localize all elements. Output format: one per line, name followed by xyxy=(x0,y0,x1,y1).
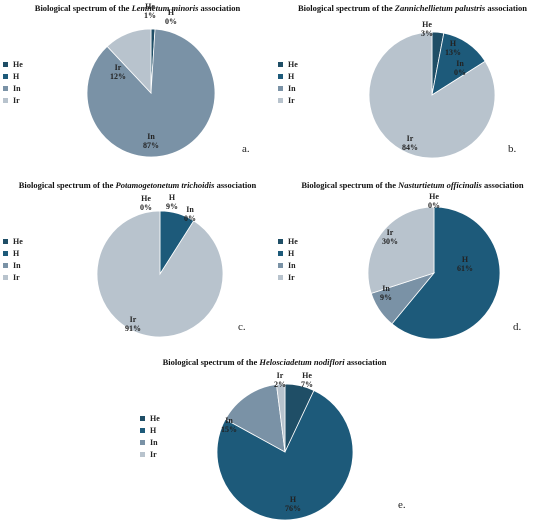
legend-swatch xyxy=(140,439,145,445)
slice-label-ir: Ir 12% xyxy=(110,63,126,81)
legend-item-he: He xyxy=(3,235,23,247)
chart-panel-d: Biological spectrum of the Nasturtietum … xyxy=(275,177,550,354)
legend-swatch xyxy=(3,97,8,103)
pie-chart: He 0% H 61% In 9% Ir 30% xyxy=(367,192,501,340)
slice-label-in: In 0% xyxy=(184,205,196,223)
panel-letter: d. xyxy=(513,321,522,333)
legend-swatch xyxy=(3,274,8,280)
panel-letter: e. xyxy=(398,499,406,511)
pie-chart: He 1% H 0% In 87% Ir 12% xyxy=(86,2,216,158)
slice-label-he: He 0% xyxy=(428,192,440,210)
legend: He H In Ir xyxy=(278,235,298,283)
chart-title: Biological spectrum of the Nasturtietum … xyxy=(301,180,524,190)
legend-item-h: H xyxy=(278,70,298,82)
legend-swatch xyxy=(278,238,283,244)
slice-label-he: He 1% xyxy=(144,2,156,20)
legend-item-h: H xyxy=(278,247,298,259)
slice-ir xyxy=(368,31,496,159)
legend-item-in: In xyxy=(278,82,298,94)
chart-panel-c: Biological spectrum of the Potamogetonet… xyxy=(0,177,275,354)
slice-h xyxy=(216,389,354,521)
legend-item-he: He xyxy=(3,58,23,70)
legend-swatch xyxy=(3,73,8,79)
slice-label-ir: Ir 2% xyxy=(274,371,286,389)
legend: He H In Ir xyxy=(278,58,298,106)
legend-item-he: He xyxy=(278,58,298,70)
panel-letter: b. xyxy=(508,143,517,155)
slice-label-ir: Ir 84% xyxy=(402,134,418,152)
slice-label-h: H 9% xyxy=(166,193,178,211)
legend-swatch xyxy=(3,61,8,67)
legend-item-ir: Ir xyxy=(278,94,298,106)
slice-h xyxy=(391,206,501,340)
legend-swatch xyxy=(140,451,145,457)
legend: He H In Ir xyxy=(140,412,160,460)
slice-ir xyxy=(106,28,152,95)
slice-in xyxy=(224,384,286,453)
legend-item-ir: Ir xyxy=(278,271,298,283)
legend-swatch xyxy=(3,262,8,268)
pie-chart: He 0% H 9% In 0% Ir 91% xyxy=(96,193,224,338)
slice-label-he: He 3% xyxy=(421,20,433,38)
legend-swatch xyxy=(278,85,283,91)
legend-swatch xyxy=(278,250,283,256)
legend-swatch xyxy=(3,238,8,244)
legend-swatch xyxy=(278,97,283,103)
slice-ir xyxy=(96,210,224,338)
legend-item-he: He xyxy=(140,412,160,424)
legend-item-h: H xyxy=(3,70,23,82)
slice-label-ir: Ir 91% xyxy=(125,315,141,333)
slice-label-he: He 7% xyxy=(301,371,313,389)
legend-swatch xyxy=(278,61,283,67)
legend-item-in: In xyxy=(3,82,23,94)
legend-swatch xyxy=(278,274,283,280)
legend-item-in: In xyxy=(3,259,23,271)
pie-chart: He 3% H 13% In 0% Ir 84% xyxy=(368,20,496,159)
legend-swatch xyxy=(278,262,283,268)
legend-swatch xyxy=(140,427,145,433)
chart-title: Biological spectrum of the Zannichelliet… xyxy=(297,3,528,13)
slice-label-he: He 0% xyxy=(140,194,152,212)
legend-swatch xyxy=(140,415,145,421)
legend-swatch xyxy=(278,73,283,79)
legend-item-he: He xyxy=(278,235,298,247)
slice-label-h: H 76% xyxy=(285,495,301,513)
panel-letter: c. xyxy=(238,321,246,333)
slice-ir xyxy=(276,383,286,453)
legend-item-in: In xyxy=(140,436,160,448)
legend: He H In Ir xyxy=(3,58,23,106)
legend-item-h: H xyxy=(3,247,23,259)
legend-swatch xyxy=(3,250,8,256)
legend-item-h: H xyxy=(140,424,160,436)
legend-swatch xyxy=(3,85,8,91)
legend-item-ir: Ir xyxy=(140,448,160,460)
slice-label-in: In 15% xyxy=(221,416,237,434)
slice-label-in: In 9% xyxy=(380,284,392,302)
slice-ir xyxy=(367,206,435,294)
legend-item-in: In xyxy=(278,259,298,271)
slice-label-ir: Ir 30% xyxy=(382,228,398,246)
panel-letter: a. xyxy=(242,143,250,155)
legend: He H In Ir xyxy=(3,235,23,283)
chart-title: Biological spectrum of the Potamogetonet… xyxy=(18,180,257,190)
slice-label-in: In 0% xyxy=(454,59,466,77)
slice-label-in: In 87% xyxy=(143,132,159,150)
slice-label-h: H 0% xyxy=(165,8,177,26)
slice-label-h: H 61% xyxy=(457,255,473,273)
pie-chart: He 7% H 76% In 15% Ir 2% xyxy=(216,371,354,521)
chart-title: Biological spectrum of the Lemnetum mino… xyxy=(34,3,241,13)
chart-title: Biological spectrum of the Helosciadetum… xyxy=(162,357,387,367)
legend-item-ir: Ir xyxy=(3,94,23,106)
slice-label-h: H 13% xyxy=(445,39,461,57)
chart-panel-e: Biological spectrum of the Helosciadetum… xyxy=(137,354,412,531)
chart-panel-a: Biological spectrum of the Lemnetum mino… xyxy=(0,0,275,177)
legend-item-ir: Ir xyxy=(3,271,23,283)
chart-panel-b: Biological spectrum of the Zannichelliet… xyxy=(275,0,550,177)
